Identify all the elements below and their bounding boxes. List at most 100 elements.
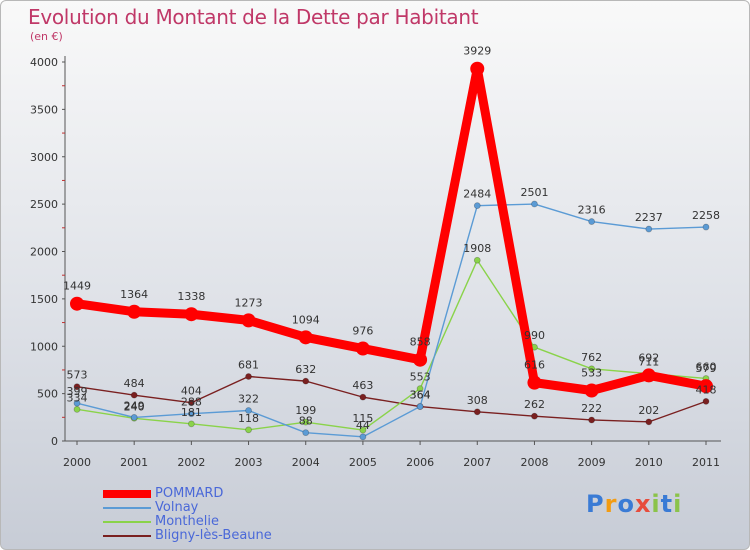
data-label: 240 xyxy=(124,400,145,413)
x-tick-label: 2009 xyxy=(578,456,606,469)
data-point xyxy=(588,416,596,424)
data-point xyxy=(416,403,424,410)
data-point xyxy=(245,407,252,414)
data-point xyxy=(302,418,310,426)
data-label: 2237 xyxy=(635,211,663,224)
data-point xyxy=(588,365,596,373)
legend-label: Bligny-lès-Beaune xyxy=(155,528,272,543)
data-label: 2484 xyxy=(463,188,491,201)
data-label: 199 xyxy=(295,404,316,417)
data-label: 1094 xyxy=(292,313,320,326)
data-label: 118 xyxy=(238,412,259,425)
data-point xyxy=(302,377,310,385)
x-tick-label: 2010 xyxy=(635,456,663,469)
data-label: 858 xyxy=(410,336,431,349)
data-point xyxy=(130,414,138,421)
logo-letter: P xyxy=(586,490,605,518)
data-label: 88 xyxy=(299,415,313,428)
series-line-volnay xyxy=(76,203,707,438)
x-tick-label: 2003 xyxy=(235,456,263,469)
data-point xyxy=(245,373,252,380)
data-label: 3929 xyxy=(463,45,491,58)
data-label: 399 xyxy=(67,385,88,398)
data-point xyxy=(245,426,252,434)
logo-letter: i xyxy=(673,490,683,518)
data-point xyxy=(184,307,199,322)
data-label: 632 xyxy=(295,363,316,376)
data-label: 553 xyxy=(410,371,431,384)
data-label: 579 xyxy=(696,362,717,375)
legend-item: Monthelie xyxy=(103,515,353,529)
series-line-pommard xyxy=(72,64,711,395)
data-label: 222 xyxy=(581,402,602,415)
data-point xyxy=(70,296,84,311)
chart-legend: POMMARD Volnay Monthelie Bligny-lès-Beaune xyxy=(103,487,353,543)
data-label: 308 xyxy=(467,394,488,407)
legend-swatch xyxy=(103,535,151,537)
data-label: 364 xyxy=(410,389,431,402)
logo-letter: t xyxy=(660,490,674,518)
data-point xyxy=(355,341,370,356)
data-label: 288 xyxy=(181,396,202,409)
logo-letter: i xyxy=(651,490,661,518)
x-tick-label: 2007 xyxy=(463,456,491,469)
data-point xyxy=(531,412,538,420)
data-point xyxy=(187,410,195,418)
legend-swatch xyxy=(103,507,151,509)
data-label: 364 xyxy=(410,389,431,402)
data-point xyxy=(73,383,81,391)
data-point xyxy=(470,61,485,76)
data-label: 681 xyxy=(238,358,259,371)
series-line-bligny-l-s-beaune xyxy=(76,375,707,423)
y-tick-label: 3000 xyxy=(30,151,58,164)
data-point xyxy=(241,313,256,328)
data-point xyxy=(127,304,142,319)
chart-title: Evolution du Montant de la Dette par Hab… xyxy=(28,5,479,29)
data-label: 1273 xyxy=(235,296,263,309)
legend-item: Volnay xyxy=(103,501,353,515)
data-point xyxy=(187,420,195,428)
data-label: 616 xyxy=(524,359,545,372)
data-point xyxy=(413,352,428,367)
legend-item: Bligny-lès-Beaune xyxy=(103,529,353,543)
data-label: 181 xyxy=(181,406,202,419)
data-label: 262 xyxy=(524,398,545,411)
chart-subtitle: (en €) xyxy=(30,30,63,43)
data-point xyxy=(473,202,481,210)
data-label: 334 xyxy=(67,391,88,404)
y-tick-label: 2500 xyxy=(30,198,58,211)
data-label: 418 xyxy=(696,383,717,396)
data-point xyxy=(187,399,195,407)
x-tick-label: 2000 xyxy=(63,456,91,469)
series-line-monthelie xyxy=(76,259,707,431)
data-label: 404 xyxy=(181,385,202,398)
data-label: 711 xyxy=(638,356,659,369)
data-label: 44 xyxy=(356,419,370,432)
logo-letter: x xyxy=(634,490,652,518)
y-tick-label: 1500 xyxy=(30,293,58,306)
legend-label: POMMARD xyxy=(155,486,224,501)
data-point xyxy=(645,418,653,426)
data-point xyxy=(588,218,596,225)
x-tick-label: 2006 xyxy=(406,456,434,469)
data-label: 762 xyxy=(581,351,602,364)
data-point xyxy=(359,433,367,441)
data-label: 1364 xyxy=(120,288,148,301)
data-label: 990 xyxy=(524,329,545,342)
legend-label: Monthelie xyxy=(155,514,219,529)
data-point xyxy=(473,408,481,416)
data-point xyxy=(416,385,424,393)
data-point xyxy=(130,391,138,399)
data-point xyxy=(302,429,310,437)
logo-letter: o xyxy=(617,490,635,518)
legend-label: Volnay xyxy=(155,500,199,515)
data-label: 533 xyxy=(581,366,602,379)
data-label: 249 xyxy=(124,399,145,412)
data-label: 692 xyxy=(638,351,659,364)
logo-letter: r xyxy=(604,490,618,518)
x-tick-label: 2008 xyxy=(520,456,548,469)
data-label: 202 xyxy=(638,404,659,417)
data-label: 2501 xyxy=(520,186,548,199)
x-tick-label: 2001 xyxy=(120,456,148,469)
